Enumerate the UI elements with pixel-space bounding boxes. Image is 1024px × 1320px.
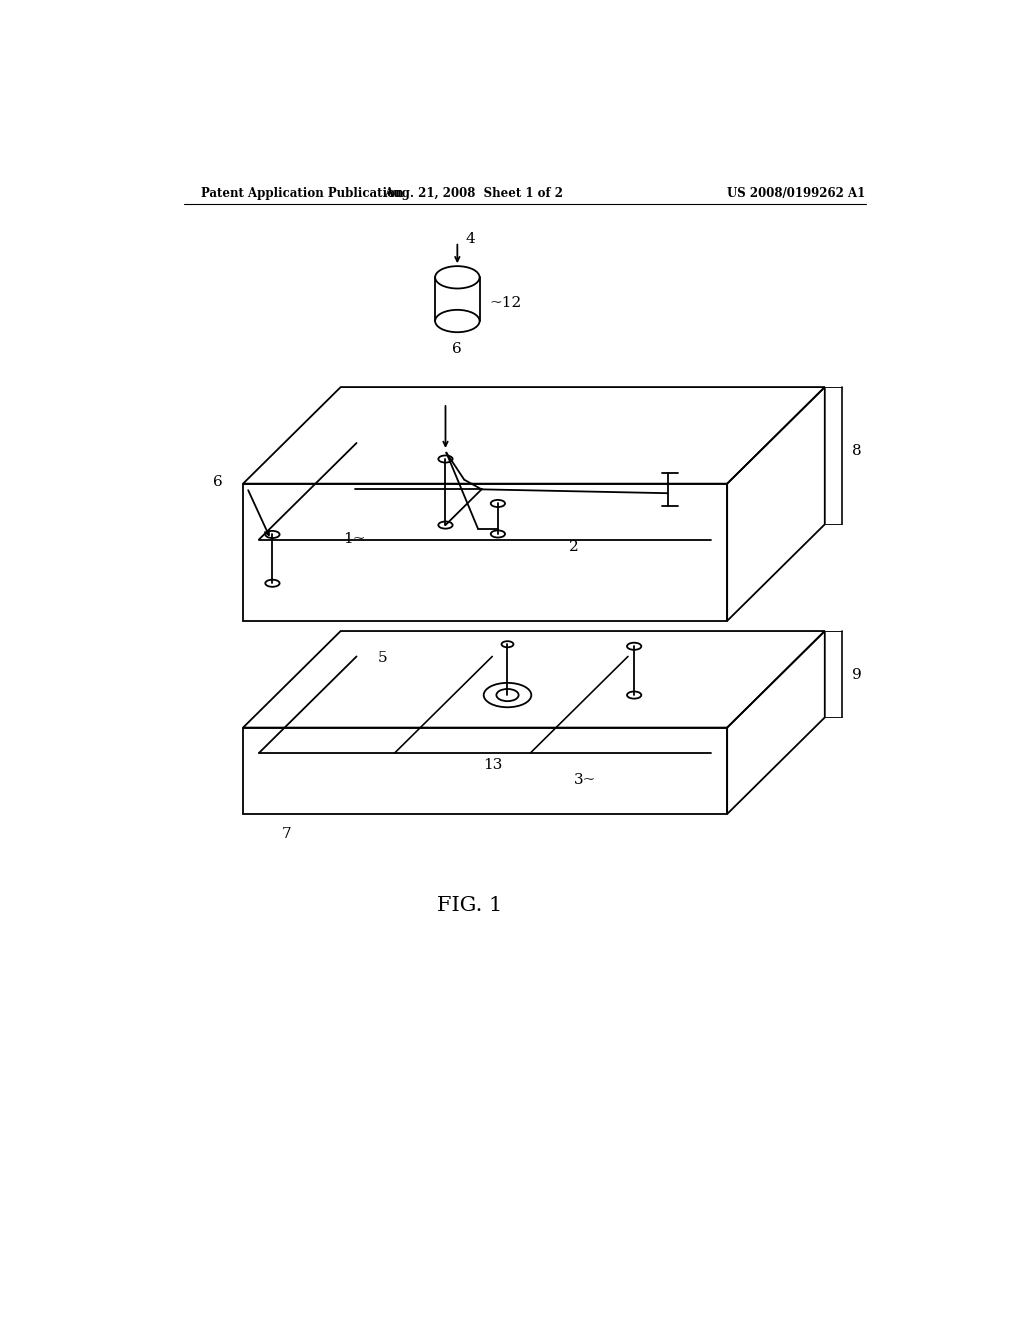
Text: 4: 4 (465, 232, 475, 246)
Text: 6: 6 (452, 342, 462, 356)
Text: FIG. 1: FIG. 1 (436, 896, 502, 915)
Text: US 2008/0199262 A1: US 2008/0199262 A1 (727, 187, 865, 201)
Text: 13: 13 (483, 758, 503, 772)
Text: 9: 9 (852, 668, 861, 681)
Text: 3~: 3~ (574, 774, 596, 788)
Text: Aug. 21, 2008  Sheet 1 of 2: Aug. 21, 2008 Sheet 1 of 2 (384, 187, 563, 201)
Text: Patent Application Publication: Patent Application Publication (201, 187, 403, 201)
Text: 2: 2 (568, 540, 579, 553)
Text: ~12: ~12 (489, 296, 521, 310)
Text: 1~: 1~ (344, 532, 367, 545)
Text: 6: 6 (213, 475, 223, 488)
Text: 5: 5 (378, 652, 388, 665)
Text: 7: 7 (282, 828, 292, 841)
Text: 8: 8 (852, 444, 861, 458)
